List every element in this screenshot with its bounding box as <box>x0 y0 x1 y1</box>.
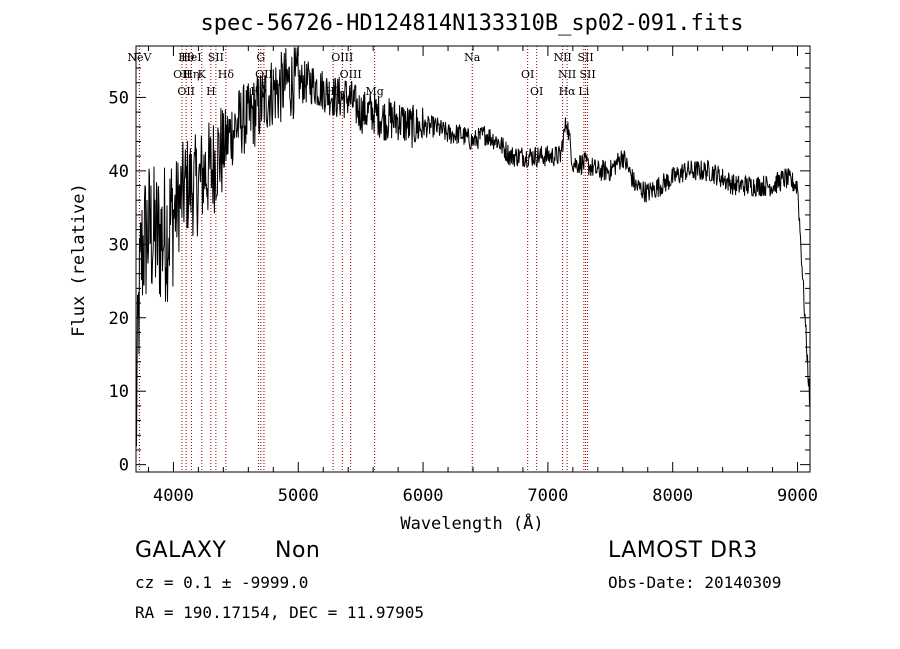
x-tick-label: 4000 <box>153 486 194 506</box>
chart-title: spec-56726-HD124814N133310B_sp02-091.fit… <box>200 11 743 36</box>
y-tick-label: 0 <box>119 456 129 476</box>
object-subclass: Non <box>275 538 320 563</box>
line-marker-label: OII <box>177 85 195 98</box>
y-tick-label: 30 <box>109 235 129 255</box>
x-axis-label: Wavelength (Å) <box>400 512 543 534</box>
line-marker-label: HeI <box>181 51 201 64</box>
line-marker-label: Hα <box>559 85 577 98</box>
x-tick-label: 6000 <box>403 486 444 506</box>
emission-line-labels: NeVOIIOIIHθHeIHηKHSIIHδHγGOIIHβOIIIOIIIM… <box>127 51 595 98</box>
coordinates-readout: RA = 190.17154, DEC = 11.97905 <box>135 603 424 622</box>
spectrum-line <box>136 47 810 446</box>
line-marker-label: Li <box>578 85 589 98</box>
line-marker-label: Hδ <box>218 68 235 81</box>
y-axis: 0 10 20 30 40 50 <box>109 53 810 475</box>
line-marker-label: K <box>198 68 207 81</box>
x-tick-label: 5000 <box>278 486 319 506</box>
line-marker-label: Na <box>464 51 481 64</box>
survey-name: LAMOST DR3 <box>608 538 758 563</box>
redshift-readout: cz = 0.1 ± -9999.0 <box>135 573 308 592</box>
y-tick-label: 40 <box>109 162 129 182</box>
x-tick-label: 8000 <box>652 486 693 506</box>
x-tick-label: 9000 <box>777 486 818 506</box>
line-marker-label: OIII <box>331 51 353 64</box>
observation-date: Obs-Date: 20140309 <box>608 573 781 592</box>
line-marker-label: G <box>256 51 265 64</box>
y-tick-label: 50 <box>109 88 129 108</box>
line-marker-label: SII <box>208 51 224 64</box>
y-tick-label: 10 <box>109 382 129 402</box>
line-marker-label: OIII <box>340 68 362 81</box>
line-marker-label: OI <box>530 85 543 98</box>
line-marker-label: NII <box>553 51 571 64</box>
line-marker-label: SII <box>577 51 593 64</box>
plot-frame <box>136 46 810 472</box>
y-axis-label: Flux (relative) <box>69 183 89 337</box>
line-marker-label: SII <box>579 68 595 81</box>
x-tick-label: 7000 <box>527 486 568 506</box>
line-marker-label: OI <box>521 68 534 81</box>
object-class: GALAXY <box>135 538 226 563</box>
line-marker-label: NII <box>558 68 576 81</box>
line-marker-label: H <box>206 85 216 98</box>
y-tick-label: 20 <box>109 309 129 329</box>
